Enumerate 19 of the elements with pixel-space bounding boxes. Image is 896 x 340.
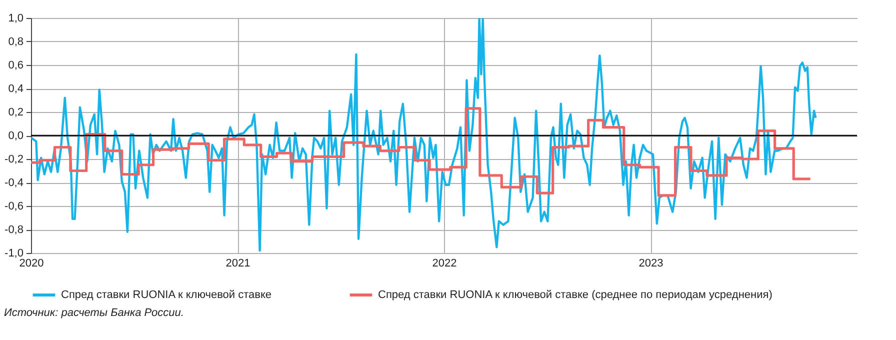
legend-label: Спред ставки RUONIA к ключевой ставке xyxy=(61,289,272,301)
y-tick-label: -0,8 xyxy=(4,224,24,236)
legend-label: Спред ставки RUONIA к ключевой ставке (среднее по периодам усреднения) xyxy=(378,289,772,301)
line-series xyxy=(31,18,817,252)
y-tick-label: 0,4 xyxy=(8,83,24,95)
y-tick-label: 0,8 xyxy=(8,36,24,48)
y-tick-label: 0,2 xyxy=(8,106,24,118)
x-tick-label: 2020 xyxy=(19,258,44,270)
text: Источник: расчеты Банка России. xyxy=(4,307,185,319)
x-tick-label: 2021 xyxy=(226,258,250,270)
x-tick-label: 2022 xyxy=(432,258,457,270)
y-tick-label: -0,4 xyxy=(4,177,24,189)
y-tick-label: 1,0 xyxy=(8,12,24,24)
y-tick-label: 0,6 xyxy=(8,60,24,72)
y-tick-label: -0,2 xyxy=(4,154,24,166)
x-tick-label: 2023 xyxy=(638,258,664,270)
y-tick-label: -0,6 xyxy=(4,200,24,212)
y-tick-label: -1,0 xyxy=(4,248,24,260)
y-tick-label: 0,0 xyxy=(8,130,24,142)
